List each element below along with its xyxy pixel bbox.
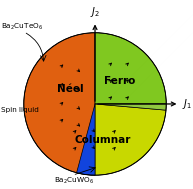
Text: $J_1$: $J_1$ — [182, 97, 192, 111]
Text: $J_2$: $J_2$ — [90, 5, 100, 19]
Wedge shape — [95, 104, 166, 175]
Wedge shape — [95, 33, 166, 104]
Text: Ba$_2$CuWO$_6$: Ba$_2$CuWO$_6$ — [54, 176, 94, 186]
Text: Ferro: Ferro — [104, 77, 135, 86]
Text: Spin liquid: Spin liquid — [1, 107, 39, 113]
Wedge shape — [24, 33, 95, 175]
Text: Columnar: Columnar — [74, 135, 131, 145]
Wedge shape — [95, 104, 166, 110]
Text: Ba$_2$CuTeO$_6$: Ba$_2$CuTeO$_6$ — [1, 22, 43, 32]
Text: Néel: Néel — [57, 84, 84, 94]
Wedge shape — [77, 104, 95, 175]
